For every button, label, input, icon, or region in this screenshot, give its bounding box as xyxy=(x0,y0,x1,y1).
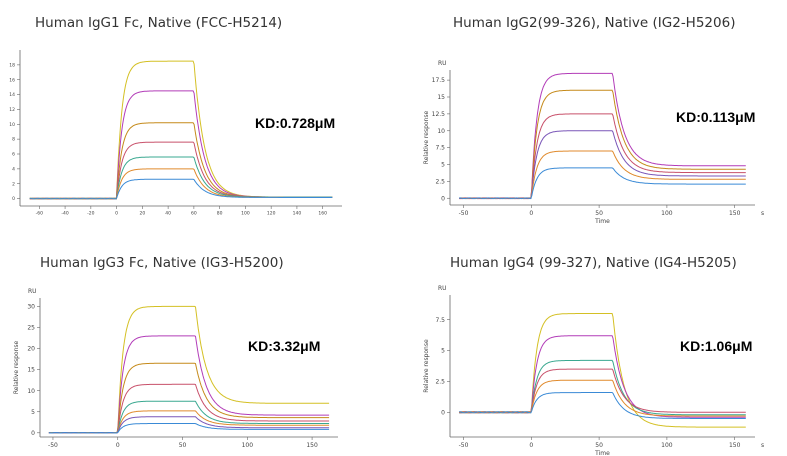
x-tick-label: 150 xyxy=(729,442,741,449)
x-tick-label: 100 xyxy=(661,210,673,217)
y-tick-label: 18 xyxy=(9,62,15,68)
y-tick-label: 10 xyxy=(9,122,15,128)
sensorgram-series-line xyxy=(458,379,746,417)
y-tick-label: 12 xyxy=(9,107,15,113)
x-tick-label: 140 xyxy=(293,211,302,217)
y-tick-label: 14 xyxy=(9,92,15,98)
sensorgram-chart: -50 0 50 100 150 0 5 10 15 20 25 30 RU Relative respo… xyxy=(13,288,338,449)
y-tick-label: 17.5 xyxy=(432,77,446,84)
x-tick-label: 150 xyxy=(729,210,741,217)
y-tick-label: 4 xyxy=(12,166,15,172)
y-tick-label: 20 xyxy=(27,346,35,353)
kd-annotation: KD:0.728μM xyxy=(255,115,336,131)
y-tick-label: 0 xyxy=(441,195,445,202)
sensorgram-series-line xyxy=(29,178,333,200)
kd-annotation: KD:0.113μM xyxy=(676,109,756,125)
y-tick-label: 25 xyxy=(27,325,35,332)
x-axis-label: Time xyxy=(594,218,610,225)
panel-title: Human IgG2(99-326), Native (IG2-H5206) xyxy=(453,15,736,31)
y-unit-label: RU xyxy=(438,285,447,292)
sensorgram-chart: -50 0 50 100 150 0 2.5 5 7.5 10 12.5 15 17.5 RU s Time R… xyxy=(423,60,764,225)
y-tick-label: 0 xyxy=(12,196,15,202)
x-tick-label: 50 xyxy=(595,210,603,217)
y-tick-label: 0 xyxy=(31,430,35,437)
x-tick-label: 0 xyxy=(115,211,118,217)
x-tick-label: 60 xyxy=(191,211,197,217)
y-unit-label: RU xyxy=(438,60,447,67)
x-axis-label: Time xyxy=(594,450,610,456)
y-tick-label: 15 xyxy=(437,94,445,101)
x-tick-label: 50 xyxy=(595,442,603,449)
y-axis-label: Relative response xyxy=(13,341,20,395)
y-unit-label: RU xyxy=(28,288,37,295)
kd-annotation: KD:1.06μM xyxy=(680,338,753,354)
sensorgram-series-line xyxy=(48,423,330,434)
x-tick-label: 50 xyxy=(179,442,187,449)
sensorgram-series-line xyxy=(459,392,746,419)
y-tick-label: 2.5 xyxy=(435,178,445,185)
x-tick-label: -50 xyxy=(48,442,58,449)
y-tick-label: 10 xyxy=(27,388,35,395)
y-tick-label: 6 xyxy=(12,152,15,158)
x-unit-label: s xyxy=(761,210,764,217)
y-axis-label: Relative response xyxy=(423,111,430,165)
y-tick-label: 12.5 xyxy=(432,111,446,118)
y-axis-label: Relative response xyxy=(423,339,430,393)
y-tick-label: 2 xyxy=(12,181,15,187)
sensorgram-series-line xyxy=(458,313,746,428)
x-tick-label: 100 xyxy=(242,442,254,449)
x-tick-label: -60 xyxy=(36,211,43,217)
x-tick-label: -40 xyxy=(61,211,68,217)
y-tick-label: 16 xyxy=(9,77,15,83)
sensorgram-series-line xyxy=(459,167,746,200)
x-tick-label: -20 xyxy=(87,211,94,217)
y-tick-label: 7.5 xyxy=(435,145,445,152)
x-tick-label: 160 xyxy=(318,211,327,217)
y-tick-label: 7.5 xyxy=(435,317,445,324)
y-tick-label: 5 xyxy=(441,348,445,355)
kd-annotation: KD:3.32μM xyxy=(248,338,321,354)
x-tick-label: 0 xyxy=(529,442,533,449)
x-tick-label: 150 xyxy=(306,442,318,449)
panel-title: Human IgG3 Fc, Native (IG3-H5200) xyxy=(40,255,284,271)
x-tick-label: 0 xyxy=(116,442,120,449)
x-tick-label: 0 xyxy=(529,210,533,217)
x-tick-label: -50 xyxy=(459,442,469,449)
y-tick-label: 30 xyxy=(27,304,35,311)
sensorgram-series-line xyxy=(459,359,746,416)
y-tick-label: 15 xyxy=(27,367,35,374)
x-unit-label: s xyxy=(761,442,764,449)
y-tick-label: 0 xyxy=(441,409,445,416)
sensorgram-chart: -60 -40 -20 0 20 40 60 80 100 120 140 160 0 2 4 6 8 10 12 1… xyxy=(9,50,342,217)
panel-title: Human IgG1 Fc, Native (FCC-H5214) xyxy=(35,15,283,31)
y-tick-label: 5 xyxy=(31,409,35,416)
x-tick-label: 80 xyxy=(217,211,223,217)
x-tick-label: 100 xyxy=(241,211,250,217)
panel-title: Human IgG4 (99-327), Native (IG4-H5205) xyxy=(450,255,737,271)
x-tick-label: 120 xyxy=(267,211,276,217)
x-tick-label: -50 xyxy=(459,210,469,217)
y-tick-label: 8 xyxy=(12,137,15,143)
sensorgram-series-line xyxy=(458,368,746,414)
y-tick-label: 2.5 xyxy=(435,379,445,386)
x-tick-label: 40 xyxy=(165,211,171,217)
y-tick-label: 5 xyxy=(441,162,445,169)
y-tick-label: 10 xyxy=(437,128,445,135)
x-tick-label: 100 xyxy=(661,442,673,449)
x-tick-label: 20 xyxy=(139,211,145,217)
